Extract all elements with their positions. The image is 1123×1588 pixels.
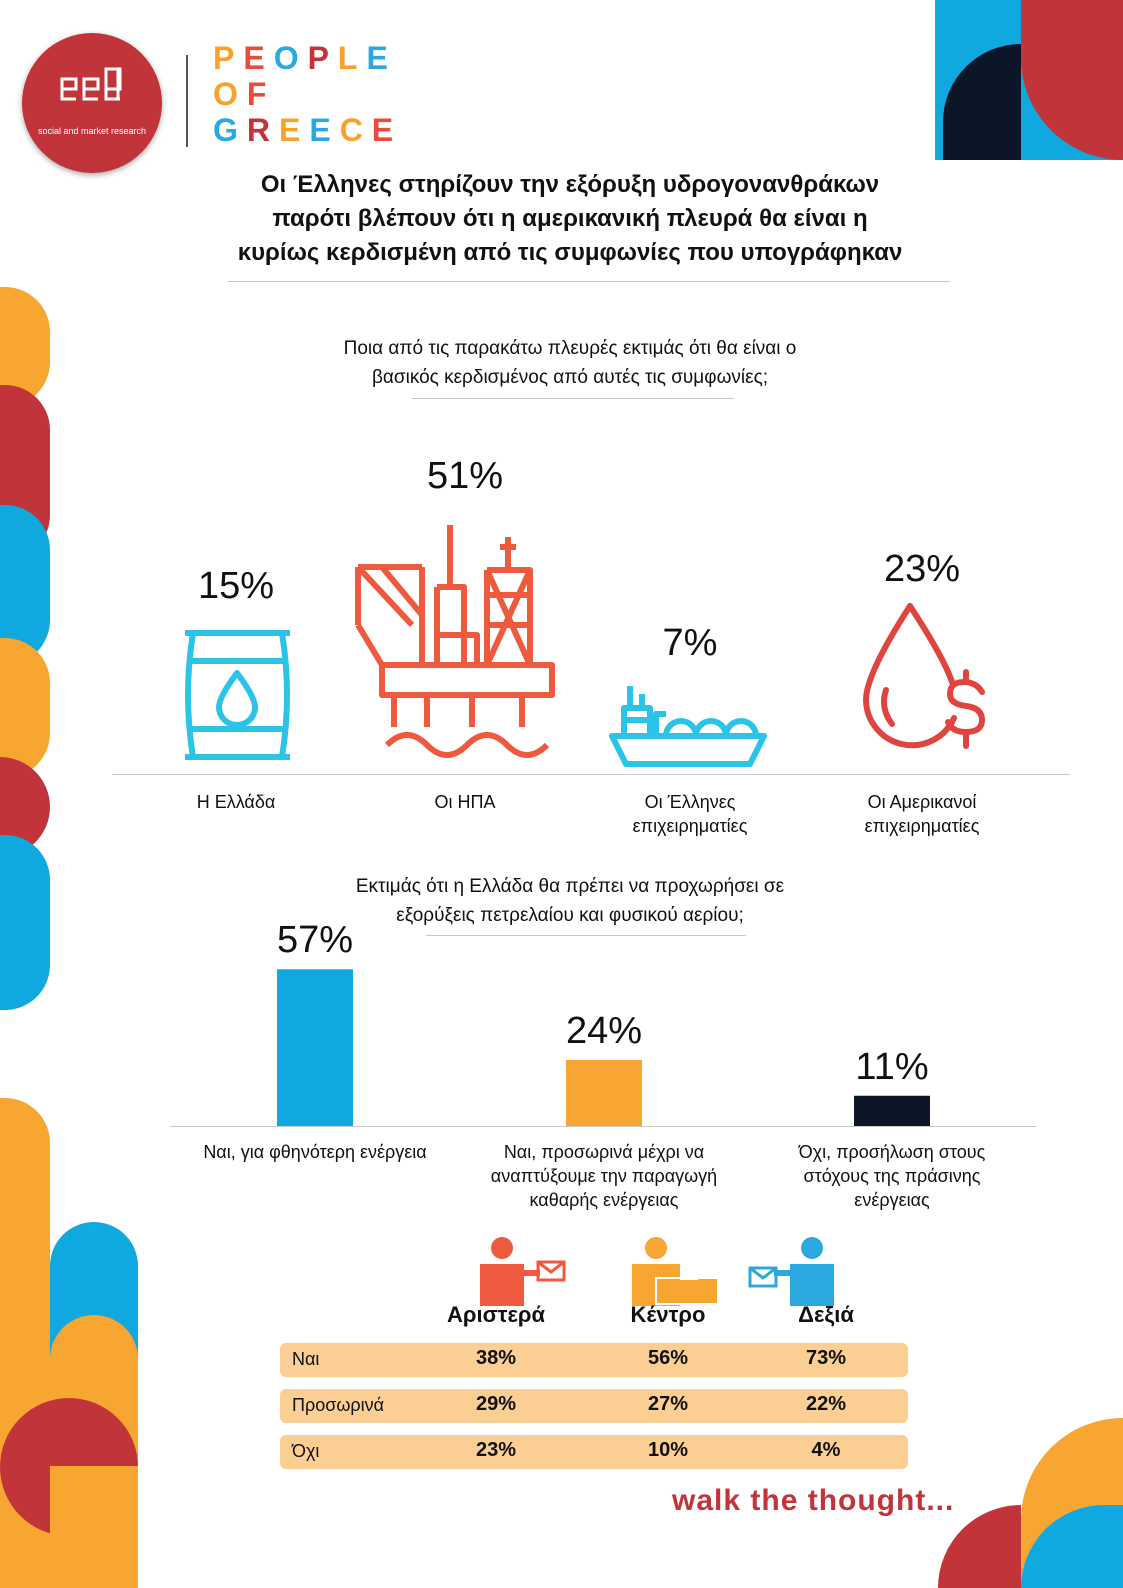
chart-1-category-label: Οι ΗΠΑ bbox=[355, 790, 575, 814]
question-line: Ποια από τις παρακάτω πλευρές εκτιμάς ότ… bbox=[343, 338, 797, 359]
table-row: Προσωρινά 29% 27% 22% bbox=[280, 1389, 908, 1423]
voter-right-icon bbox=[748, 1237, 834, 1306]
page-title: Οι Έλληνες στηρίζουν την εξόρυξη υδρογον… bbox=[180, 168, 960, 270]
chart-2-bar bbox=[277, 969, 353, 1126]
oil-rig-icon bbox=[355, 525, 555, 758]
footer-tagline: walk the thought... bbox=[672, 1484, 955, 1517]
chart-1-category-label: Οι Αμερικανοί επιχειρηματίες bbox=[812, 790, 1032, 838]
table-row: Όχι 23% 10% 4% bbox=[280, 1435, 908, 1469]
chart-2-category-line: Όχι, προσήλωση στους bbox=[798, 1142, 986, 1162]
table-cell: 22% bbox=[805, 1393, 847, 1415]
chart-1-axis bbox=[112, 774, 1070, 775]
question-line: βασικός κερδισμένος από αυτές τις συμφων… bbox=[371, 367, 769, 388]
question-1-divider bbox=[412, 398, 734, 399]
table-row-label: Ναι bbox=[292, 1349, 320, 1369]
chart-1-value-label: 15% bbox=[197, 565, 275, 607]
chart-1-category-line: Οι Αμερικανοί bbox=[867, 792, 977, 812]
chart-2-category-label: Ναι, για φθηνότερη ενέργεια bbox=[170, 1140, 460, 1164]
question-1: Ποια από τις παρακάτω πλευρές εκτιμάς ότ… bbox=[250, 334, 890, 392]
party-column-header: Δεξιά bbox=[798, 1302, 854, 1327]
chart-1-category-label: Η Ελλάδα bbox=[126, 790, 346, 814]
voter-center-icon bbox=[632, 1237, 719, 1306]
logo-tagline: social and market research bbox=[37, 126, 147, 136]
table-cell: 27% bbox=[647, 1393, 689, 1415]
brand-wordmark: PEOPLE OF GREECE bbox=[213, 40, 402, 148]
chart-1-category-line: επιχειρηματίες bbox=[632, 816, 748, 836]
decor-left-orange-2 bbox=[0, 638, 50, 778]
logo-mark-icon bbox=[60, 67, 122, 101]
party-column-header: Αριστερά bbox=[446, 1302, 546, 1327]
chart-1-value-label: 51% bbox=[426, 455, 504, 497]
brand-line: GREECE bbox=[213, 112, 403, 148]
table-cell: 56% bbox=[647, 1347, 689, 1369]
table-cell: 4% bbox=[811, 1439, 841, 1461]
chart-1-category-line: Οι Έλληνες bbox=[644, 792, 736, 812]
chart-2-category-line: Ναι, προσωρινά μέχρι να bbox=[503, 1142, 705, 1162]
brand-line: PEOPLE bbox=[213, 40, 397, 76]
chart-2-category-line: Ναι, για φθηνότερη ενέργεια bbox=[203, 1142, 427, 1162]
decor-bottom-left-orange-under bbox=[50, 1466, 138, 1588]
company-logo: social and market research bbox=[22, 33, 162, 173]
chart-2-category-label: Ναι, προσωρινά μέχρι να αναπτύξουμε την π… bbox=[459, 1140, 749, 1212]
table-row: Ναι 38% 56% 73% bbox=[280, 1343, 908, 1377]
table-row-label: Προσωρινά bbox=[292, 1395, 385, 1415]
chart-1-category-label: Οι Έλληνες επιχειρηματίες bbox=[580, 790, 800, 838]
question-2-divider bbox=[426, 935, 746, 936]
question-line: Εκτιμάς ότι η Ελλάδα θα πρέπει να προχωρ… bbox=[355, 876, 785, 897]
voter-left-icon bbox=[480, 1237, 566, 1306]
chart-2-category-line: αναπτύξουμε την παραγωγή bbox=[490, 1166, 718, 1186]
chart-2-value-label: 11% bbox=[855, 1045, 929, 1088]
decor-left-blue-2 bbox=[0, 835, 50, 1010]
party-column-header: Κέντρο bbox=[630, 1302, 706, 1327]
chart-1-category-line: επιχειρηματίες bbox=[864, 816, 980, 836]
title-line: κυρίως κερδισμένη από τις συμφωνίες που … bbox=[237, 239, 903, 266]
chart-2-bar bbox=[566, 1060, 642, 1126]
chart-2-bar bbox=[854, 1095, 930, 1126]
chart-2-category-label: Όχι, προσήλωση στους στόχους της πράσινης… bbox=[747, 1140, 1037, 1212]
money-drop-icon bbox=[863, 603, 985, 749]
brand-line: OF bbox=[213, 76, 276, 112]
table-cell: 73% bbox=[805, 1347, 847, 1369]
question-line: εξορύξεις πετρελαίου και φυσικού αερίου; bbox=[396, 905, 744, 926]
chart-2-value-label: 24% bbox=[565, 1010, 643, 1052]
title-divider bbox=[228, 281, 950, 282]
chart-1-value-label: 7% bbox=[662, 622, 718, 664]
chart-2-category-line: ενέργειας bbox=[854, 1190, 930, 1210]
table-cell: 10% bbox=[647, 1439, 689, 1461]
logo-separator bbox=[186, 55, 188, 147]
chart-1-category-line: Οι ΗΠΑ bbox=[434, 792, 496, 812]
table-cell: 23% bbox=[475, 1439, 517, 1461]
chart-1-category-line: Η Ελλάδα bbox=[196, 792, 276, 812]
table-row-label: Όχι bbox=[292, 1441, 320, 1461]
lng-ship-icon bbox=[609, 686, 767, 767]
table-cell: 29% bbox=[475, 1393, 517, 1415]
table-cell: 38% bbox=[475, 1347, 517, 1369]
chart-2-category-line: καθαρής ενέργειας bbox=[529, 1190, 679, 1210]
chart-2-value-label: 57% bbox=[276, 919, 354, 962]
chart-2-category-line: στόχους της πράσινης bbox=[803, 1166, 981, 1186]
oil-barrel-icon bbox=[185, 630, 290, 760]
chart-1-value-label: 23% bbox=[883, 548, 961, 590]
drilling-chart bbox=[170, 969, 1036, 1127]
title-line: Οι Έλληνες στηρίζουν την εξόρυξη υδρογον… bbox=[260, 171, 880, 198]
question-2: Εκτιμάς ότι η Ελλάδα θα πρέπει να προχωρ… bbox=[250, 872, 890, 930]
title-line: παρότι βλέπουν ότι η αμερικανική πλευρά … bbox=[272, 205, 868, 232]
